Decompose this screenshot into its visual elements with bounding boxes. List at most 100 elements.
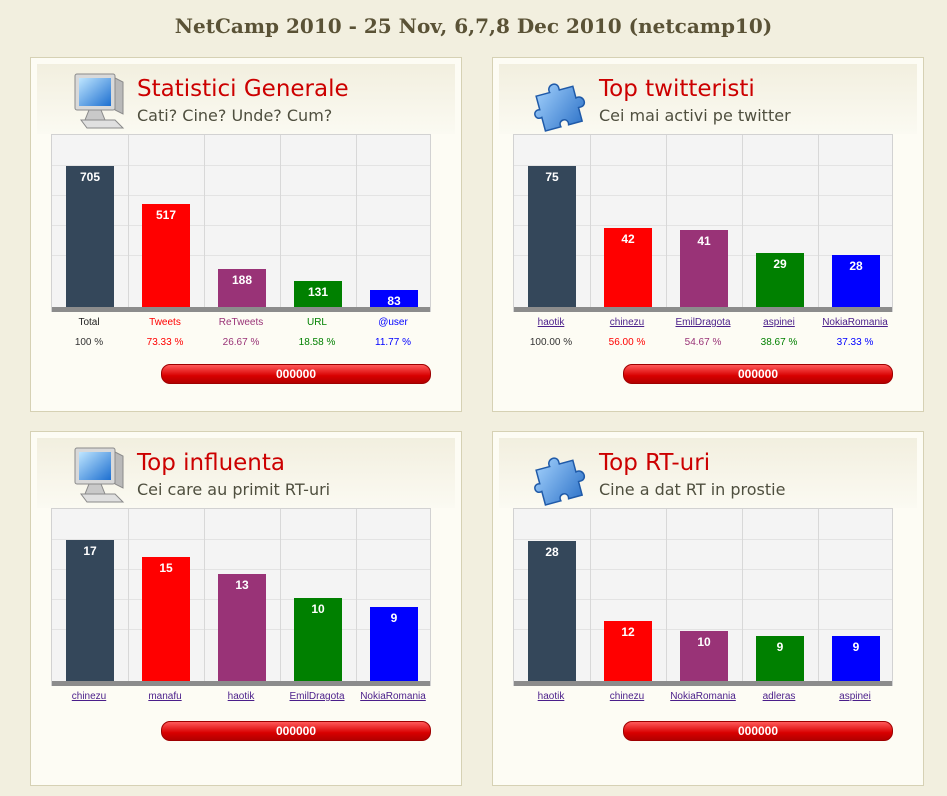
puzzle-icon <box>529 68 593 132</box>
panel-title: Top influenta <box>137 450 285 476</box>
category-labels: chinezu manafu haotik EmilDragota NokiaRoman… <box>51 691 431 705</box>
bar-chart: 705 517 188 131 83 <box>51 134 431 312</box>
percent-label: 100.00 % <box>529 337 573 348</box>
bar-value-label: 28 <box>545 545 559 559</box>
category-link[interactable]: EmilDragota <box>675 317 731 328</box>
category-link[interactable]: haotik <box>537 691 565 702</box>
category-link[interactable]: adleras <box>762 691 796 702</box>
gridline <box>52 195 430 196</box>
percent-label: 18.58 % <box>298 337 336 348</box>
bar-chart: 75 42 41 29 28 <box>513 134 893 312</box>
puzzle-icon <box>529 442 593 506</box>
counter-button[interactable]: 000000 <box>623 364 893 384</box>
bar-haotik <box>528 166 576 307</box>
column-separator <box>128 135 129 307</box>
bar-nokiaromania <box>832 255 880 307</box>
bar-value-label: 29 <box>773 257 787 271</box>
category-link[interactable]: chinezu <box>609 691 645 702</box>
panel-4: Top RT-uri Cine a dat RT in prostie 28 12 10… <box>492 431 924 786</box>
percent-label: 37.33 % <box>836 337 874 348</box>
bar-value-label: 10 <box>311 602 325 616</box>
chart-baseline <box>514 307 892 312</box>
bar-value-label: 75 <box>545 170 559 184</box>
page-title: NetCamp 2010 - 25 Nov, 6,7,8 Dec 2010 (n… <box>174 14 773 38</box>
column-separator <box>742 509 743 681</box>
bar-emildragota <box>294 598 342 681</box>
category-link[interactable]: chinezu <box>71 691 107 702</box>
column-separator <box>666 135 667 307</box>
category-label: Total <box>78 317 100 328</box>
bar-value-label: 41 <box>697 234 711 248</box>
column-separator <box>356 509 357 681</box>
category-link[interactable]: NokiaRomania <box>360 691 426 702</box>
bar-value-label: 188 <box>231 273 253 287</box>
panel-1: Statistici Generale Cati? Cine? Unde? Cum… <box>30 57 462 412</box>
gridline <box>514 629 892 630</box>
gridline <box>514 195 892 196</box>
category-link[interactable]: manafu <box>148 691 182 702</box>
bar-total <box>66 166 114 307</box>
column-separator <box>666 509 667 681</box>
gridline <box>514 569 892 570</box>
gridline <box>514 539 892 540</box>
bar-emildragota <box>680 230 728 307</box>
percent-label: 38.67 % <box>760 337 798 348</box>
panel-subtitle: Cine a dat RT in prostie <box>599 480 786 499</box>
chart-baseline <box>52 307 430 312</box>
bar-value-label: 9 <box>390 611 398 625</box>
counter-button[interactable]: 000000 <box>623 721 893 741</box>
category-link[interactable]: aspinei <box>763 317 795 328</box>
percent-label: 54.67 % <box>684 337 722 348</box>
bar-chinezu <box>604 228 652 307</box>
category-link[interactable]: aspinei <box>839 691 871 702</box>
column-separator <box>280 509 281 681</box>
counter-button[interactable]: 000000 <box>161 364 431 384</box>
column-separator <box>742 135 743 307</box>
category-link[interactable]: EmilDragota <box>289 691 345 702</box>
bar-value-label: 83 <box>387 294 401 308</box>
category-labels: haotik chinezu NokiaRomania adleras aspinei <box>513 691 893 705</box>
column-separator <box>280 135 281 307</box>
bar-chart: 28 12 10 9 9 <box>513 508 893 686</box>
bar-value-label: 17 <box>83 544 97 558</box>
bar-value-label: 517 <box>155 208 177 222</box>
bar-value-label: 12 <box>621 625 635 639</box>
column-separator <box>590 135 591 307</box>
bar-value-label: 705 <box>79 170 101 184</box>
bar-adleras <box>756 636 804 681</box>
bar-value-label: 42 <box>621 232 635 246</box>
gridline <box>514 599 892 600</box>
category-label: @user <box>378 317 408 328</box>
gridline <box>52 569 430 570</box>
monitor-icon <box>67 68 131 132</box>
gridline <box>52 225 430 226</box>
bar-haotik <box>218 574 266 681</box>
bar-retweets <box>218 269 266 307</box>
column-separator <box>818 135 819 307</box>
category-label: Tweets <box>149 317 181 328</box>
bar-value-label: 131 <box>307 285 329 299</box>
panel-title: Top twitteristi <box>599 76 755 102</box>
bar-nokiaromania <box>680 631 728 681</box>
chart-baseline <box>514 681 892 686</box>
bar-manafu <box>142 557 190 681</box>
category-label: ReTweets <box>218 317 264 328</box>
category-link[interactable]: NokiaRomania <box>822 317 888 328</box>
column-separator <box>818 509 819 681</box>
bar-value-label: 10 <box>697 635 711 649</box>
category-link[interactable]: chinezu <box>609 317 645 328</box>
percent-label: 56.00 % <box>608 337 646 348</box>
bar-value-label: 15 <box>159 561 173 575</box>
panel-title: Top RT-uri <box>599 450 711 476</box>
category-link[interactable]: haotik <box>537 317 565 328</box>
bar-chinezu <box>66 540 114 681</box>
category-label: URL <box>306 317 327 328</box>
category-link[interactable]: haotik <box>227 691 255 702</box>
monitor-icon <box>67 442 131 506</box>
gridline <box>52 255 430 256</box>
counter-button[interactable]: 000000 <box>161 721 431 741</box>
panel-title: Statistici Generale <box>137 76 349 102</box>
category-link[interactable]: NokiaRomania <box>670 691 736 702</box>
panel-subtitle: Cati? Cine? Unde? Cum? <box>137 106 333 125</box>
bar-value-label: 9 <box>852 640 860 654</box>
